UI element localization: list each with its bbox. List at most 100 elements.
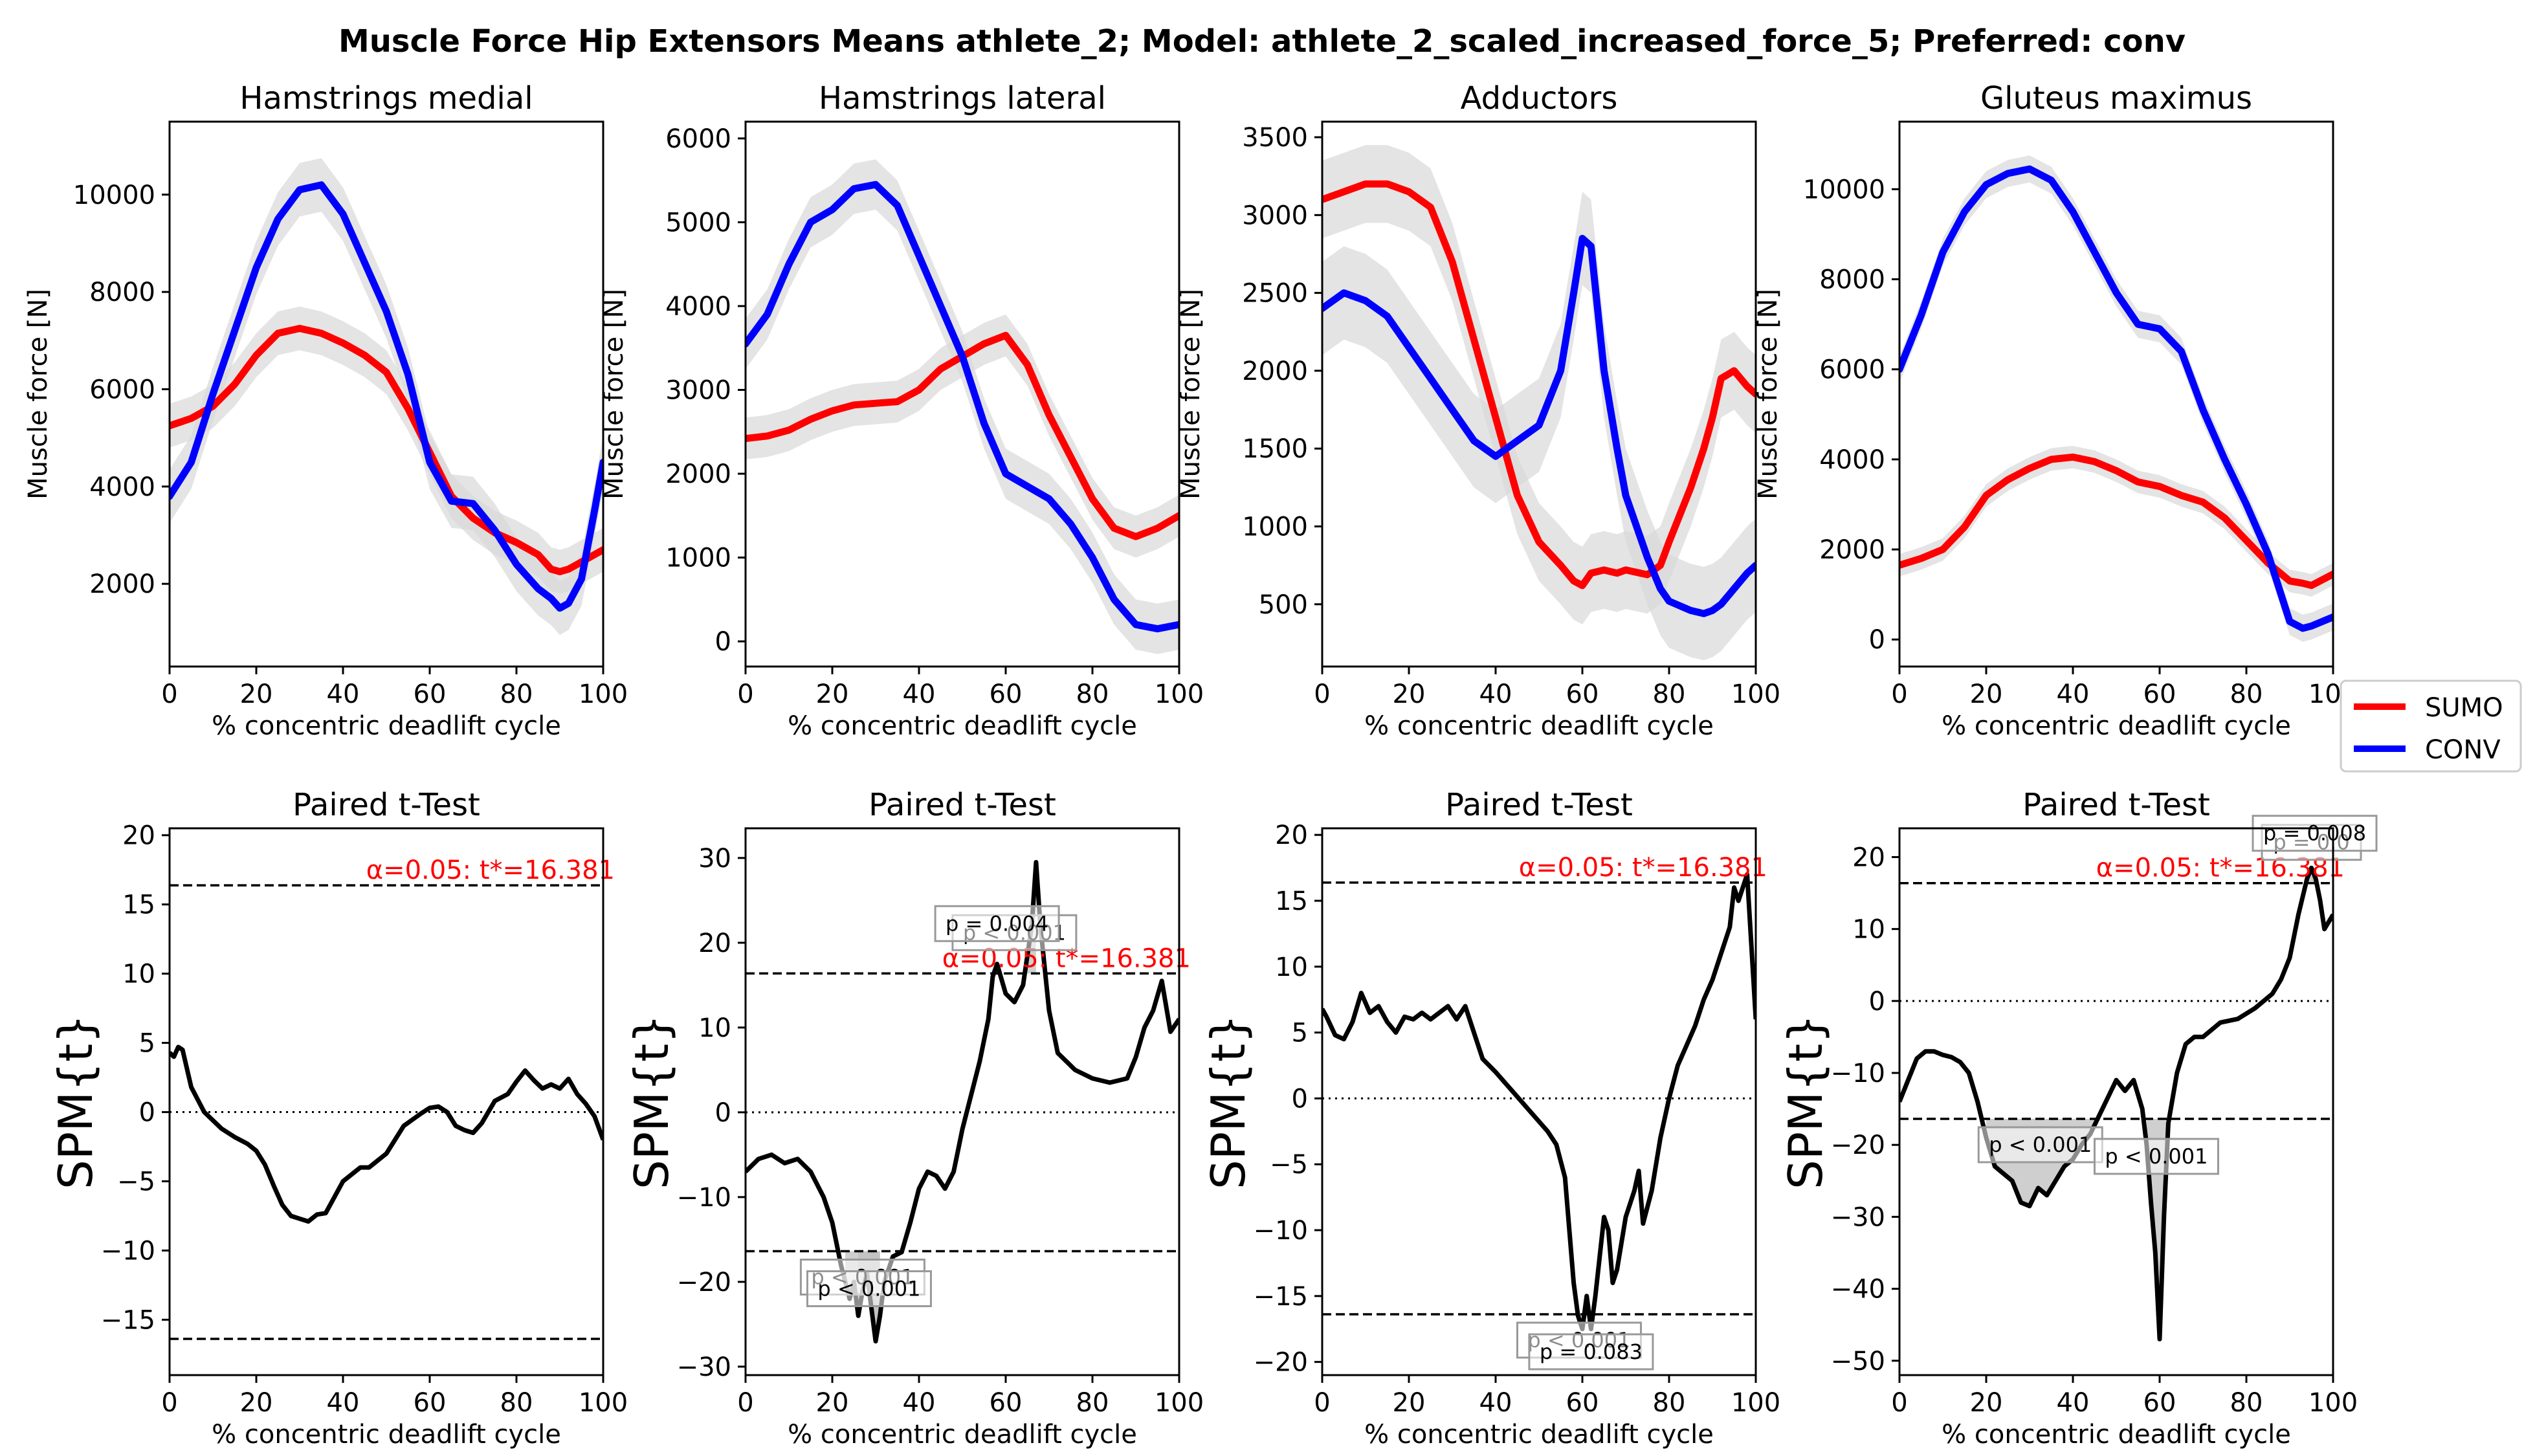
panel-title: Hamstrings medial: [239, 80, 533, 116]
y-tick-label: 500: [1259, 590, 1308, 620]
x-tick-label: 0: [737, 679, 753, 709]
series-line-conv: [1899, 165, 2333, 632]
x-tick-label: 40: [903, 1388, 936, 1418]
y-tick-label: 3500: [1242, 123, 1308, 153]
y-tick-label: 3000: [665, 376, 731, 406]
legend-label-sumo: SUMO: [2425, 693, 2503, 723]
x-tick-label: 20: [240, 1388, 273, 1418]
panel-title: Adductors: [1461, 80, 1618, 116]
cluster-area-4: [2311, 868, 2318, 883]
x-tick-label: 40: [327, 679, 360, 709]
figure-suptitle: Muscle Force Hip Extensors Means athlete…: [338, 23, 2186, 60]
x-tick-label: 20: [1393, 1388, 1426, 1418]
plot-area: [1899, 155, 2333, 642]
critical-threshold-label: α=0.05: t*=16.381: [366, 855, 615, 885]
x-axis-label: % concentric deadlift cycle: [1364, 1420, 1714, 1450]
x-tick-label: 80: [1653, 679, 1686, 709]
y-tick-label: 0: [139, 1098, 155, 1128]
y-tick-label: −10: [677, 1183, 731, 1213]
panel-title: Hamstrings lateral: [819, 80, 1106, 116]
y-axis-label: SPM{t}: [1778, 1014, 1833, 1189]
x-tick-label: 40: [903, 679, 936, 709]
plot-area: [170, 884, 603, 1340]
panel-title: Paired t-Test: [869, 787, 1056, 823]
y-tick-label: −10: [1831, 1059, 1885, 1088]
y-tick-label: 20: [1275, 821, 1308, 850]
legend-label-conv: CONV: [2425, 735, 2501, 765]
p-value-box: [1977, 1126, 2103, 1164]
x-tick-label: 60: [990, 1388, 1023, 1418]
y-tick-label: 5: [139, 1029, 155, 1059]
y-tick-label: 4000: [1819, 445, 1885, 475]
x-tick-label: 60: [414, 679, 447, 709]
p-value-box: [2093, 1138, 2219, 1175]
cluster-area-3: [992, 862, 1036, 974]
x-tick-label: 0: [1314, 1388, 1330, 1418]
p-value-box: [1528, 1333, 1654, 1371]
x-tick-label: 80: [1653, 1388, 1686, 1418]
x-tick-label: 20: [240, 679, 273, 709]
x-tick-label: 60: [990, 679, 1023, 709]
x-axis-label: % concentric deadlift cycle: [788, 1420, 1137, 1450]
y-tick-label: 10: [698, 1013, 731, 1043]
x-axis-label: % concentric deadlift cycle: [1942, 711, 2291, 741]
series-line-conv: [746, 181, 1179, 633]
y-tick-label: 4000: [665, 292, 731, 322]
x-tick-label: 0: [1891, 1388, 1907, 1418]
axes-frame: [744, 120, 1180, 668]
y-tick-label: 15: [1275, 887, 1308, 916]
plot-area: [170, 158, 603, 635]
p-value-box: [2252, 815, 2378, 852]
y-tick-label: −20: [1831, 1131, 1885, 1160]
x-tick-label: 0: [737, 1388, 753, 1418]
x-tick-label: 20: [816, 679, 849, 709]
subplot-1: Hamstrings medial 0 20 40 60 80 100 2000 4000 600…: [23, 80, 628, 741]
x-tick-label: 80: [500, 679, 533, 709]
y-tick-label: 2500: [1242, 279, 1308, 309]
y-tick-label: 2000: [665, 459, 731, 489]
series-line-conv: [170, 181, 603, 612]
x-tick-label: 80: [2230, 1388, 2263, 1418]
y-tick-label: 5000: [665, 208, 731, 237]
sd-band-conv: [170, 158, 603, 635]
y-axis-label: Muscle force [N]: [599, 289, 629, 500]
p-value-box: [934, 905, 1060, 942]
spm-curve: [1899, 865, 2333, 1341]
x-tick-label: 0: [161, 1388, 177, 1418]
x-tick-label: 40: [327, 1388, 360, 1418]
x-tick-label: 20: [1970, 1388, 2003, 1418]
x-tick-label: 0: [1314, 679, 1330, 709]
x-tick-label: 60: [1566, 679, 1599, 709]
y-tick-label: 10000: [73, 181, 155, 210]
y-tick-label: 1000: [1242, 512, 1308, 542]
legend: SUMO CONV: [2340, 679, 2522, 773]
x-tick-label: 100: [2308, 1388, 2358, 1418]
x-tick-label: 80: [2230, 679, 2263, 709]
y-tick-label: −30: [677, 1352, 731, 1382]
x-axis-label: % concentric deadlift cycle: [212, 1420, 561, 1450]
panel-title: Paired t-Test: [1445, 787, 1633, 823]
x-tick-label: 100: [1731, 679, 1780, 709]
p-value-label: p < 0.001: [1989, 1132, 2092, 1157]
y-tick-label: 2000: [89, 569, 155, 599]
axes-frame: [1898, 827, 2334, 1376]
axes-frame: [168, 827, 604, 1376]
y-tick-label: 1500: [1242, 434, 1308, 464]
y-tick-label: 0: [1292, 1084, 1308, 1114]
y-tick-label: 10: [1852, 915, 1885, 945]
x-tick-label: 80: [1076, 1388, 1109, 1418]
x-tick-label: 80: [500, 1388, 533, 1418]
y-tick-label: 30: [698, 844, 731, 874]
y-tick-label: −15: [101, 1305, 155, 1335]
y-tick-label: 2000: [1819, 535, 1885, 565]
y-axis-label: Muscle force [N]: [23, 289, 53, 500]
panel-title: Paired t-Test: [293, 787, 480, 823]
series-line-sumo: [1322, 180, 1756, 590]
x-tick-label: 80: [1076, 679, 1109, 709]
